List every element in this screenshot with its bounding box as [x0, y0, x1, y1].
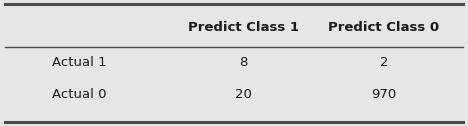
Text: 20: 20	[235, 88, 252, 101]
Text: Predict Class 1: Predict Class 1	[188, 21, 299, 34]
Text: 970: 970	[371, 88, 396, 101]
Text: 8: 8	[239, 56, 248, 70]
Text: 2: 2	[380, 56, 388, 70]
Text: Actual 1: Actual 1	[52, 56, 107, 70]
Text: Actual 0: Actual 0	[52, 88, 107, 101]
Text: Predict Class 0: Predict Class 0	[328, 21, 439, 34]
